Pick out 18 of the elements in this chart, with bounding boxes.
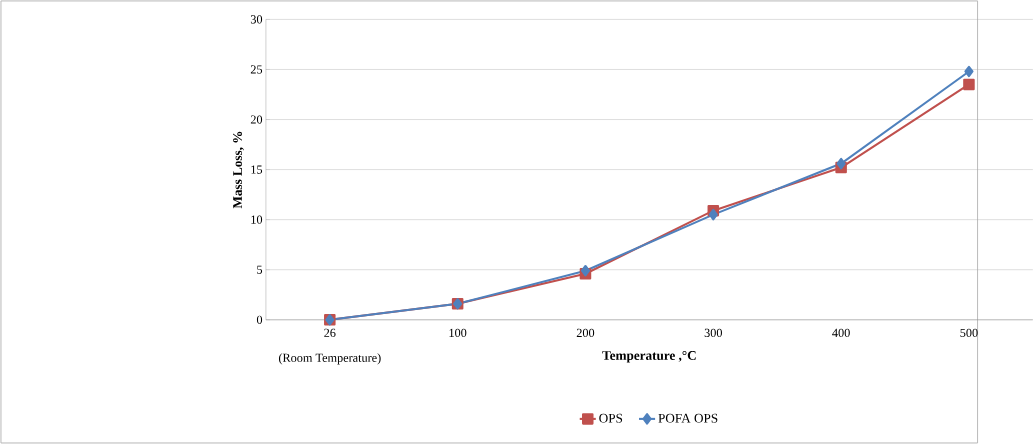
y-tick-label: 30 (250, 15, 263, 24)
y-tick-label: 0 (256, 315, 263, 324)
legend-label: OPS (599, 413, 623, 423)
text: (Room Temperature) (278, 353, 381, 365)
y-tick-label: 20 (250, 115, 263, 124)
x-tick-label: 500 (960, 328, 978, 338)
x-tick-label: 300 (704, 328, 722, 338)
y-tick-label: 5 (257, 265, 263, 274)
x-tick-label: 100 (449, 328, 467, 338)
x-tick-label: 400 (832, 328, 850, 338)
y-tick-label: 10 (251, 215, 263, 224)
y-tick-label: 25 (250, 65, 263, 74)
x-axis-title: Temperature ,°C (602, 351, 696, 363)
y-axis-title: Mass Loss, % (233, 131, 244, 209)
legend-label: POFA OPS (658, 413, 718, 423)
x-tick-label: 26 (324, 328, 336, 338)
y-tick-label: 15 (251, 165, 263, 174)
x-tick-label: 200 (576, 328, 595, 338)
